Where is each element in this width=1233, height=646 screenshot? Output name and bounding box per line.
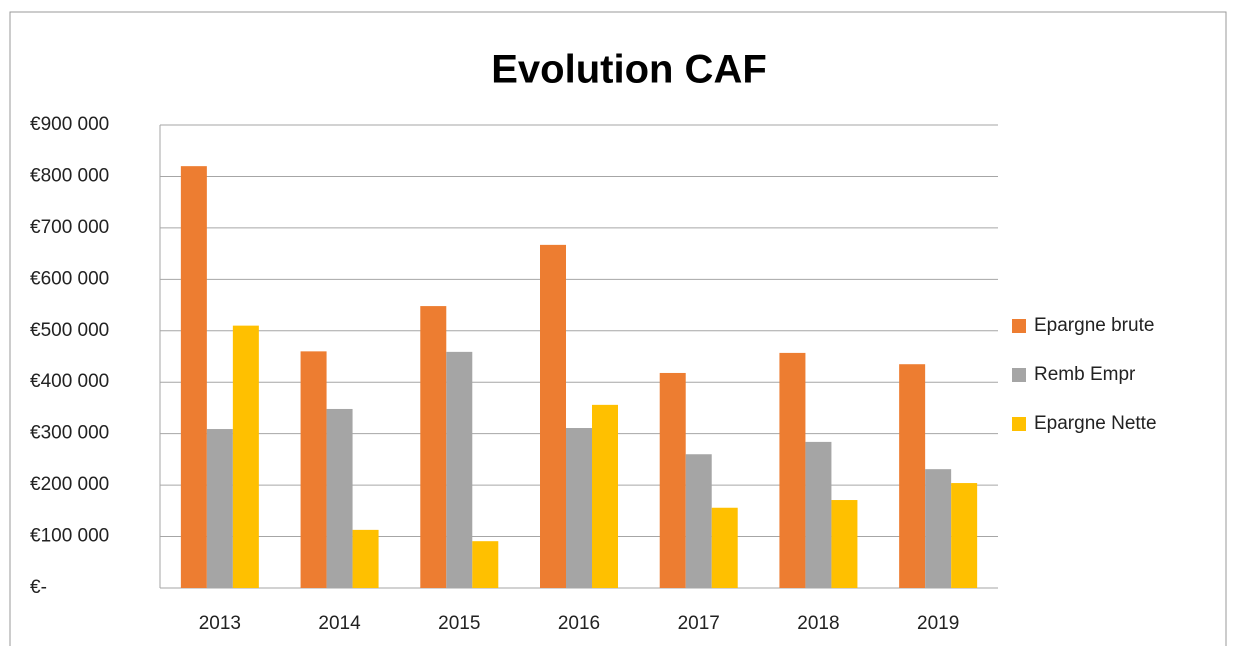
x-tick-label: 2013 (199, 613, 241, 634)
bar (180, 166, 207, 588)
bar (326, 408, 353, 588)
x-tick-label: 2014 (318, 613, 361, 634)
y-tick-label: €600 000 (30, 268, 109, 289)
y-tick-label: €100 000 (30, 526, 109, 547)
bar (779, 352, 806, 588)
bar (206, 429, 233, 588)
chart-border (9, 11, 1227, 646)
x-tick-label: 2019 (917, 613, 959, 634)
y-tick-label: €300 000 (30, 423, 109, 444)
bar (805, 441, 832, 588)
bar (659, 372, 686, 588)
y-tick-label: €900 000 (30, 114, 109, 135)
bar (446, 351, 473, 588)
x-tick-label: 2018 (797, 613, 839, 634)
legend-swatch (1012, 319, 1026, 333)
bar (232, 325, 259, 588)
legend-swatch (1012, 417, 1026, 431)
bar (592, 404, 618, 588)
legend-label: Epargne Nette (1034, 413, 1157, 434)
bar (540, 244, 566, 589)
x-tick-label: 2015 (438, 613, 480, 634)
bar (472, 541, 499, 588)
y-tick-label: €- (30, 577, 47, 598)
y-tick-label: €400 000 (30, 371, 109, 392)
legend-label: Remb Empr (1034, 364, 1136, 385)
x-tick-label: 2016 (558, 613, 600, 634)
bar (352, 529, 379, 588)
y-tick-label: €500 000 (30, 320, 109, 341)
bar (685, 454, 712, 588)
bar (566, 428, 592, 588)
bar (711, 507, 738, 588)
bar (420, 306, 447, 588)
legend-swatch (1012, 368, 1026, 382)
y-tick-label: €200 000 (30, 474, 109, 495)
y-tick-label: €700 000 (30, 217, 109, 238)
bar (300, 351, 327, 588)
chart-title: Evolution CAF (491, 48, 767, 92)
bar (951, 483, 978, 588)
bar (899, 364, 926, 588)
legend-label: Epargne brute (1034, 315, 1154, 336)
bar (831, 500, 858, 588)
bar (925, 469, 952, 588)
x-tick-label: 2017 (678, 613, 720, 634)
y-tick-label: €800 000 (30, 165, 109, 186)
